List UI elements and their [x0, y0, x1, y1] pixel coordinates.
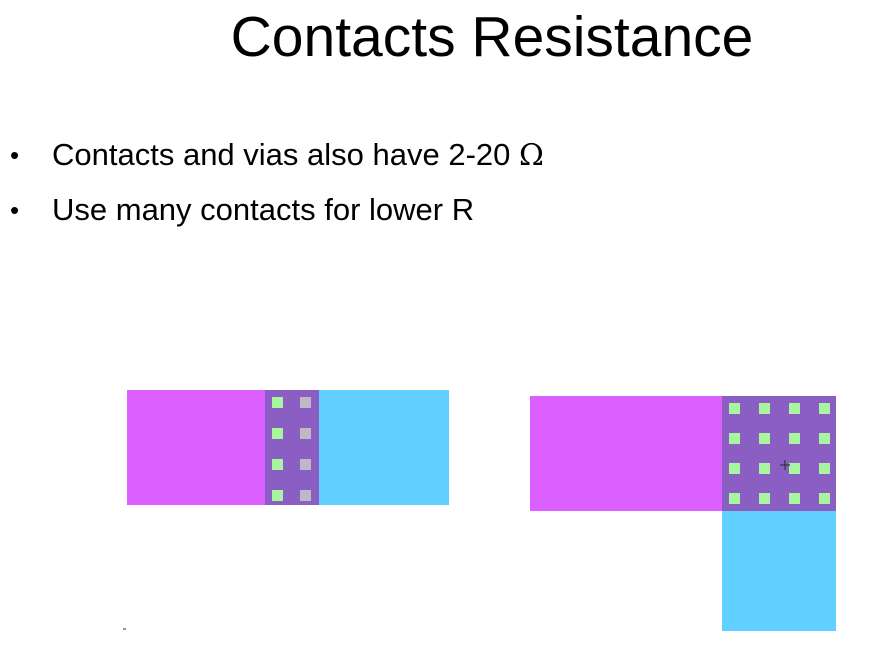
right-layer-a — [530, 396, 724, 511]
left-contact-layout — [127, 390, 449, 505]
contact-cut — [789, 463, 800, 474]
left-overlap-region — [265, 390, 319, 505]
contact-cut — [300, 459, 311, 470]
contact-cut — [272, 490, 283, 501]
contact-cut — [300, 490, 311, 501]
contact-cut — [759, 463, 770, 474]
left-contact-array — [272, 397, 311, 501]
bullet-text: Use many contacts for lower R — [52, 192, 475, 227]
bullet-item: • Contacts and vias also have 2-20 Ω — [10, 128, 544, 183]
contact-cut — [729, 433, 740, 444]
bullet-dot-icon: • — [10, 140, 20, 170]
right-contact-array — [729, 403, 830, 504]
contact-cut — [819, 493, 830, 504]
contact-cut — [819, 403, 830, 414]
bullet-list: • Contacts and vias also have 2-20 Ω • U… — [10, 128, 544, 237]
contact-cut — [272, 428, 283, 439]
contact-cut — [759, 433, 770, 444]
stray-mark — [123, 628, 126, 630]
contact-cut — [272, 459, 283, 470]
slide-title: Contacts Resistance — [230, 5, 754, 69]
bullet-text: Contacts and vias also have 2-20 — [52, 137, 519, 172]
bullet-dot-icon: • — [10, 195, 20, 225]
contact-cut — [759, 403, 770, 414]
left-layer-a — [127, 390, 267, 505]
contact-cut — [729, 463, 740, 474]
contact-cut — [300, 428, 311, 439]
contact-cut — [300, 397, 311, 408]
contact-cut — [729, 493, 740, 504]
left-layer-b — [317, 390, 449, 505]
contact-cut — [729, 403, 740, 414]
contact-cut — [819, 433, 830, 444]
contact-cut — [789, 493, 800, 504]
contact-cut — [759, 493, 770, 504]
right-contact-layout — [530, 396, 836, 631]
cursor-crosshair-icon — [780, 460, 790, 470]
right-layer-b — [722, 508, 836, 631]
contact-cut — [819, 463, 830, 474]
right-overlap-region — [722, 396, 836, 511]
contact-cut — [789, 403, 800, 414]
bullet-item: • Use many contacts for lower R — [10, 183, 544, 237]
contact-cut — [272, 397, 283, 408]
contact-cut — [789, 433, 800, 444]
omega-symbol: Ω — [519, 138, 544, 173]
